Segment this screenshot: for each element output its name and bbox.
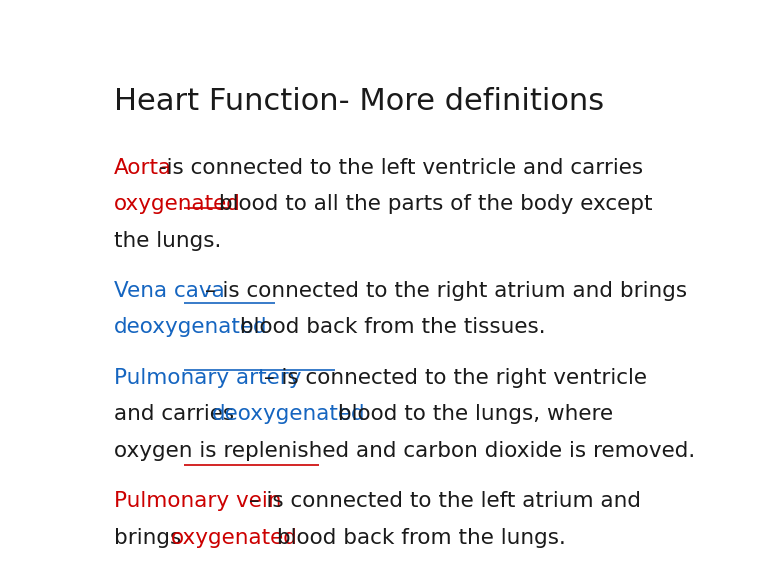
Text: Aorta: Aorta — [114, 158, 172, 178]
Text: oxygen is replenished and carbon dioxide is removed.: oxygen is replenished and carbon dioxide… — [114, 441, 695, 461]
Text: Heart Function- More definitions: Heart Function- More definitions — [114, 87, 604, 116]
Text: the lungs.: the lungs. — [114, 230, 221, 251]
Text: blood to the lungs, where: blood to the lungs, where — [331, 404, 614, 425]
Text: – is connected to the left atrium and: – is connected to the left atrium and — [249, 491, 641, 511]
Text: deoxygenated: deoxygenated — [212, 404, 366, 425]
Text: – is connected to the right ventricle: – is connected to the right ventricle — [264, 368, 647, 388]
Text: Pulmonary artery: Pulmonary artery — [114, 368, 308, 388]
Text: and carries: and carries — [114, 404, 241, 425]
Text: blood to all the parts of the body except: blood to all the parts of the body excep… — [212, 194, 653, 214]
Text: oxygenated: oxygenated — [114, 194, 240, 214]
Text: Vena cava: Vena cava — [114, 281, 231, 301]
Text: Pulmonary vein: Pulmonary vein — [114, 491, 288, 511]
Text: – is connected to the right atrium and brings: – is connected to the right atrium and b… — [205, 281, 687, 301]
Text: deoxygenated: deoxygenated — [114, 317, 267, 338]
Text: brings: brings — [114, 528, 188, 548]
Text: oxygenated: oxygenated — [171, 528, 298, 548]
Text: -is connected to the left ventricle and carries: -is connected to the left ventricle and … — [159, 158, 643, 178]
Text: blood back from the lungs.: blood back from the lungs. — [270, 528, 565, 548]
Text: blood back from the tissues.: blood back from the tissues. — [233, 317, 545, 338]
